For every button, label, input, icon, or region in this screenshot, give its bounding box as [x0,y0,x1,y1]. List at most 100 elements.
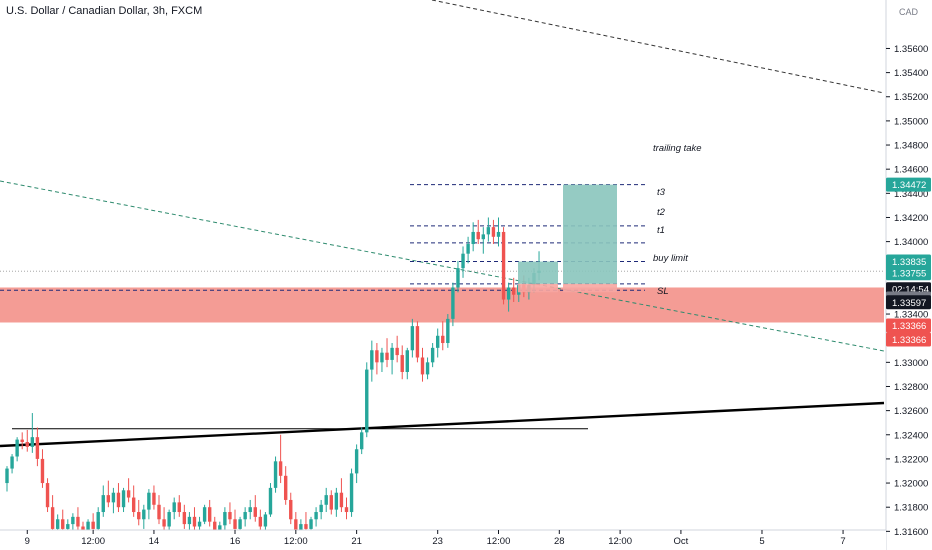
price-badge-text: 1.33366 [892,335,926,346]
price-tick-label: 1.32400 [894,430,928,441]
candle-body [126,490,131,498]
candle-body [349,473,354,513]
candle-body [137,512,141,520]
candle-body [116,492,121,508]
candle [400,345,404,380]
candle-body [385,352,389,360]
candle-body [405,350,409,372]
candle-body [314,512,318,520]
annotation-buy-limit: buy limit [653,253,688,264]
candle-body [339,492,344,508]
candle-body [365,369,369,433]
candle [5,466,9,492]
candle-body [501,231,506,300]
price-badge-sl-level: 1.33597 [886,295,931,310]
candle-body [289,499,293,520]
candle-body [207,507,212,522]
price-tick-label: 1.32200 [894,454,928,465]
time-tick-label: 9 [25,536,30,547]
time-tick-label: 5 [759,536,764,547]
price-tick-label: 1.34000 [894,237,928,248]
candle-body [466,244,470,254]
price-tick-label: 1.34400 [894,189,928,200]
candle [390,343,394,375]
candle [506,282,511,312]
candle [339,478,344,513]
candle [121,487,126,513]
candle-body [20,439,24,443]
candle-body [96,512,100,529]
annotation-t2: t2 [657,207,666,218]
candle [152,485,156,510]
price-badge-bg [886,254,931,269]
candle-body [233,519,237,529]
price-tick-label: 1.34600 [894,165,928,176]
candle-body [309,519,313,529]
candle-body [147,492,151,510]
candle [96,507,100,532]
annotation-trailing-take: trailing take [653,143,702,154]
candle [263,512,268,532]
candle [126,478,131,503]
candle [415,321,420,363]
candle [273,456,278,493]
candle [466,236,470,264]
candle-body [192,516,197,527]
price-badge-bg [886,332,931,347]
candle [456,260,460,293]
price-badges: 1.344721.338351.3375502:14:541.336081.33… [886,177,931,347]
price-tick-label: 1.33000 [894,358,928,369]
candle [106,480,111,508]
trendline-upper-dashed [431,0,885,94]
candle-body [506,287,511,300]
candle [354,444,359,484]
candle-body [243,512,247,520]
candle [410,318,415,358]
candle [20,432,24,450]
price-badge-zone-bottom-2: 1.33366 [886,332,931,347]
candle-body [278,461,283,476]
candle-body [248,507,252,513]
candle [461,246,465,278]
price-badge-text: 1.33597 [892,298,926,309]
candle-body [5,468,9,484]
candle-body [415,326,420,358]
candle [30,413,35,453]
candle-body [390,347,394,360]
time-axis[interactable]: 9 12:00 14 16 12:00 21 23 12:00 28 12:00 Oct 5 7 [0,529,886,550]
candle [446,314,450,348]
candle-body [202,507,207,522]
candle-body [111,492,116,503]
candle-body [430,347,435,363]
price-tick-label: 1.31600 [894,527,928,538]
candle-body [142,509,146,520]
candle [111,487,116,514]
position-target-box-2 [563,184,617,284]
candle [101,485,105,517]
candle-body [304,524,308,529]
candle [258,509,263,532]
candle [243,507,247,527]
candle-body [167,512,171,527]
candle-body [324,495,328,505]
candle [425,357,430,380]
drawing-lines-layer [0,0,885,448]
candle-body [420,357,425,375]
candle [405,347,409,380]
candle [182,504,187,529]
time-tick-label: 12:00 [81,536,105,547]
time-tick-label: 7 [840,536,845,547]
trendline-green-dashed [0,180,885,352]
candle [15,437,19,462]
candle-body [213,521,217,534]
price-badge-t1-level: 1.33835 [886,254,931,269]
candle-body [55,519,60,529]
price-tick-label: 1.31800 [894,503,928,514]
candle-body [172,502,176,513]
candle-body [481,234,485,240]
price-badge-bg [886,318,931,333]
candle-body [273,461,278,488]
candle [268,483,273,517]
time-tick-label: 28 [554,536,565,547]
